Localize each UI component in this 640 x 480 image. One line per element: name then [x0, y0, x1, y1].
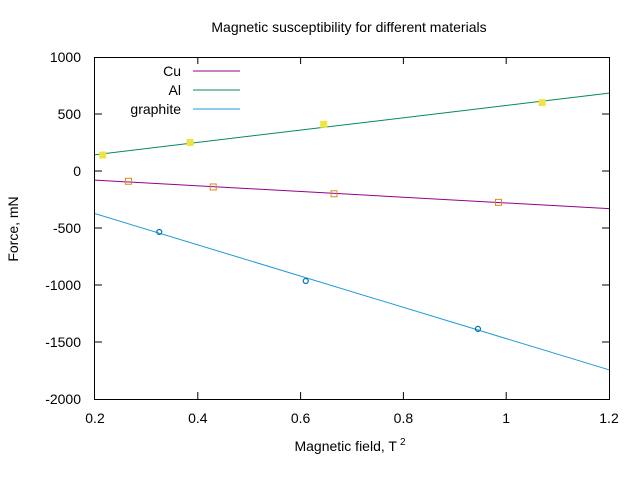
point-graphite: [156, 228, 163, 236]
point-cu: [494, 198, 502, 206]
point-al: [538, 99, 546, 107]
y-tick-label: 0: [73, 163, 81, 179]
plot-frame: [94, 57, 610, 400]
y-tick-label: -500: [53, 220, 81, 236]
point-cu: [330, 190, 338, 198]
point-graphite: [302, 277, 309, 285]
y-tick-label: 500: [58, 106, 82, 122]
fit-lines: [94, 92, 610, 371]
fit-line-graphite: [94, 213, 610, 371]
point-cu: [209, 183, 217, 191]
y-tick-label: 1000: [50, 49, 81, 65]
y-tick-label: -2000: [45, 391, 81, 407]
x-tick-label: 0.8: [394, 410, 414, 426]
y-tick-label: -1000: [45, 277, 81, 293]
axis-ticks: [95, 57, 609, 399]
fit-line-al: [94, 92, 610, 156]
chart-title: Magnetic susceptibility for different ma…: [211, 19, 486, 35]
legend: Cu Al graphite: [130, 63, 240, 117]
legend-label-cu: Cu: [163, 63, 181, 79]
legend-label-graphite: graphite: [130, 101, 181, 117]
x-tick-label: 1.2: [599, 410, 619, 426]
axis-tick-labels: 0.2 0.4 0.6 0.8 1 1.2 -2000 -1500 -1000 -500 0 500 1…: [45, 49, 619, 426]
y-axis-label: Force, mN: [5, 196, 21, 261]
point-graphite: [474, 325, 482, 332]
legend-label-al: Al: [169, 82, 181, 98]
x-tick-label: 1: [502, 410, 510, 426]
point-al: [186, 139, 194, 146]
fit-line-cu: [94, 179, 610, 210]
y-tick-label: -1500: [45, 334, 81, 350]
x-tick-label: 0.2: [85, 410, 105, 426]
point-cu: [124, 177, 132, 185]
x-axis-label-superscript: 2: [400, 437, 406, 448]
x-tick-label: 0.6: [291, 410, 311, 426]
x-tick-label: 0.4: [188, 410, 208, 426]
point-al: [99, 151, 107, 159]
point-al: [320, 120, 328, 128]
data-markers: [99, 99, 546, 332]
